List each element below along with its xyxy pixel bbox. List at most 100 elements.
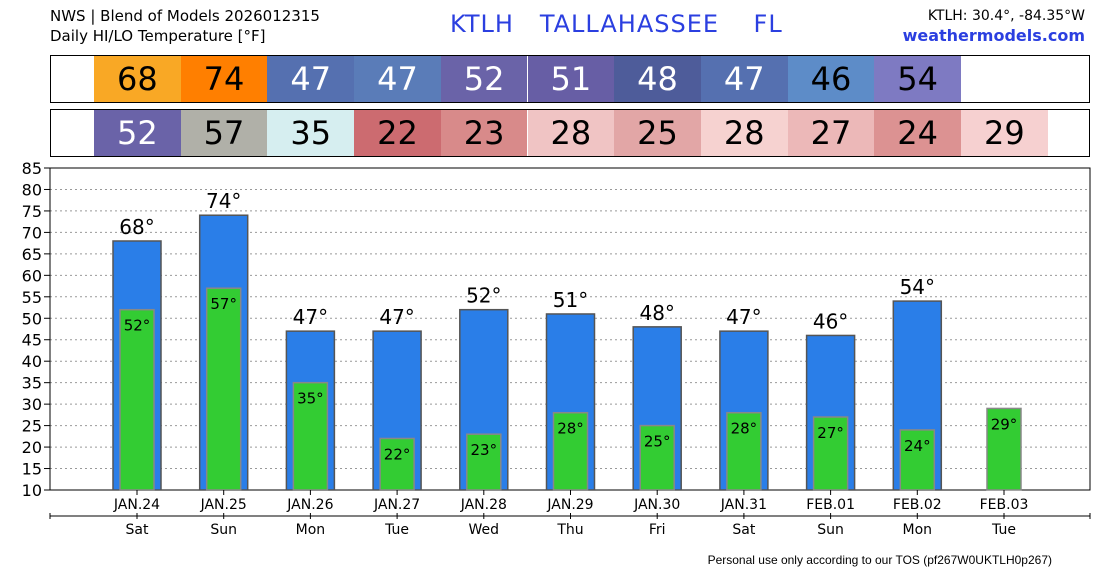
hi-temp-cell-7: 47 (700, 56, 788, 102)
x-day-label: Tue (991, 522, 1016, 538)
hi-label: 52° (466, 284, 501, 308)
x-day-label: Fri (649, 522, 666, 538)
lo-bar (119, 308, 155, 491)
x-date-label: JAN.24 (113, 497, 160, 513)
hi-label: 46° (813, 309, 848, 333)
x-day-label: Mon (903, 522, 933, 538)
y-tick-label: 30 (22, 395, 42, 414)
x-date-label: FEB.02 (893, 497, 942, 513)
lo-temp-cell-9: 24 (874, 110, 961, 156)
lo-bar (552, 411, 589, 491)
x-day-label: Sat (732, 522, 755, 538)
x-date-label: JAN.27 (373, 497, 420, 513)
hi-temp-cell-9: 54 (874, 56, 961, 102)
y-tick-label: 75 (22, 202, 42, 221)
lo-label: 57° (210, 295, 237, 313)
y-tick-label: 80 (22, 180, 42, 199)
hi-label: 74° (206, 189, 241, 213)
station-title: KTLH TALLAHASSEE FL (450, 10, 783, 38)
x-date-label: JAN.29 (546, 497, 593, 513)
hi-temp-cell-6: 48 (614, 56, 701, 102)
lo-temp-cell-10: 29 (961, 110, 1048, 156)
hi-label: 51° (553, 288, 588, 312)
lo-temp-cell-2: 35 (267, 110, 355, 156)
x-date-label: FEB.03 (980, 497, 1029, 513)
hi-temp-cell-4: 52 (440, 56, 528, 102)
lo-label: 22° (384, 445, 411, 463)
hi-label: 68° (119, 215, 154, 239)
hi-temp-cell-1: 74 (180, 56, 268, 102)
x-date-label: FEB.01 (806, 497, 855, 513)
y-tick-label: 40 (22, 352, 42, 371)
lo-temp-cell-6: 25 (614, 110, 701, 156)
lo-label: 29° (991, 415, 1018, 433)
y-tick-label: 25 (22, 417, 42, 436)
lo-label: 23° (471, 441, 498, 459)
lo-temp-cell-1: 57 (180, 110, 268, 156)
lo-temp-cell-7: 28 (700, 110, 788, 156)
hi-label: 48° (639, 301, 674, 325)
y-tick-label: 70 (22, 223, 42, 242)
lo-temp-cell-8: 27 (787, 110, 875, 156)
x-day-label: Wed (469, 522, 500, 538)
x-date-label: JAN.28 (460, 497, 507, 513)
y-tick-label: 55 (22, 288, 42, 307)
lo-temp-cell-3: 22 (354, 110, 441, 156)
y-tick-label: 35 (22, 374, 42, 393)
y-tick-label: 20 (22, 438, 42, 457)
station-coords: KTLH: 30.4°, -84.35°W (927, 8, 1085, 24)
y-tick-label: 85 (22, 159, 42, 178)
lo-label: 28° (731, 420, 758, 438)
x-date-label: JAN.30 (633, 497, 680, 513)
x-day-label: Sun (210, 522, 237, 538)
lo-bar (379, 437, 415, 491)
x-day-label: Sun (817, 522, 844, 538)
hi-temp-cell-8: 46 (787, 56, 875, 102)
chart-subtitle: Daily HI/LO Temperature [°F] (50, 27, 266, 45)
lo-bar (812, 416, 849, 491)
y-tick-label: 50 (22, 309, 42, 328)
model-run-label: NWS | Blend of Models 2026012315 (50, 7, 320, 25)
hi-label: 47° (379, 305, 414, 329)
y-tick-label: 10 (22, 481, 42, 500)
header-right: KTLH: 30.4°, -84.35°W weathermodels.com (903, 6, 1085, 46)
tos-footer: Personal use only according to our TOS (… (707, 553, 1052, 567)
x-date-label: JAN.26 (286, 497, 333, 513)
x-date-label: JAN.25 (200, 497, 247, 513)
hi-label: 47° (726, 305, 761, 329)
lo-temp-strip: 52 57 35 22 23 28 25 28 27 24 29 (50, 109, 1090, 157)
lo-label: 25° (644, 433, 671, 451)
lo-temp-cell-4: 23 (440, 110, 528, 156)
lo-bar (205, 287, 242, 491)
x-date-label: JAN.31 (720, 497, 767, 513)
lo-bar (292, 381, 329, 491)
lo-label: 28° (557, 420, 584, 438)
y-tick-label: 15 (22, 460, 42, 479)
y-tick-label: 60 (22, 266, 42, 285)
hi-label: 54° (900, 275, 935, 299)
hi-temp-cell-3: 47 (354, 56, 441, 102)
lo-label: 35° (297, 390, 324, 408)
x-day-label: Tue (384, 522, 409, 538)
lo-bar (726, 411, 762, 491)
hi-temp-cell-0: 68 (94, 56, 181, 102)
lo-label: 27° (817, 424, 844, 442)
hi-label: 47° (293, 305, 328, 329)
site-link[interactable]: weathermodels.com (902, 26, 1085, 45)
x-day-label: Mon (296, 522, 326, 538)
lo-bar (639, 424, 675, 491)
lo-temp-cell-5: 28 (527, 110, 615, 156)
y-tick-label: 45 (22, 331, 42, 350)
hi-temp-strip: 68 74 47 47 52 51 48 47 46 54 (50, 55, 1090, 103)
hi-temp-cell-5: 51 (527, 56, 615, 102)
lo-temp-cell-0: 52 (94, 110, 181, 156)
hi-temp-cell-2: 47 (267, 56, 355, 102)
temperature-chart: 10 15 20 25 30 35 40 45 50 55 60 65 70 75 80 85 68° 52° JA… (22, 159, 1091, 538)
x-day-label: Sat (126, 522, 149, 538)
lo-bar (466, 433, 502, 491)
y-tick-label: 65 (22, 245, 42, 264)
header-left: NWS | Blend of Models 2026012315 Daily H… (50, 6, 320, 46)
x-day-label: Thu (556, 522, 583, 538)
lo-label: 52° (124, 317, 151, 335)
lo-label: 24° (904, 437, 931, 455)
